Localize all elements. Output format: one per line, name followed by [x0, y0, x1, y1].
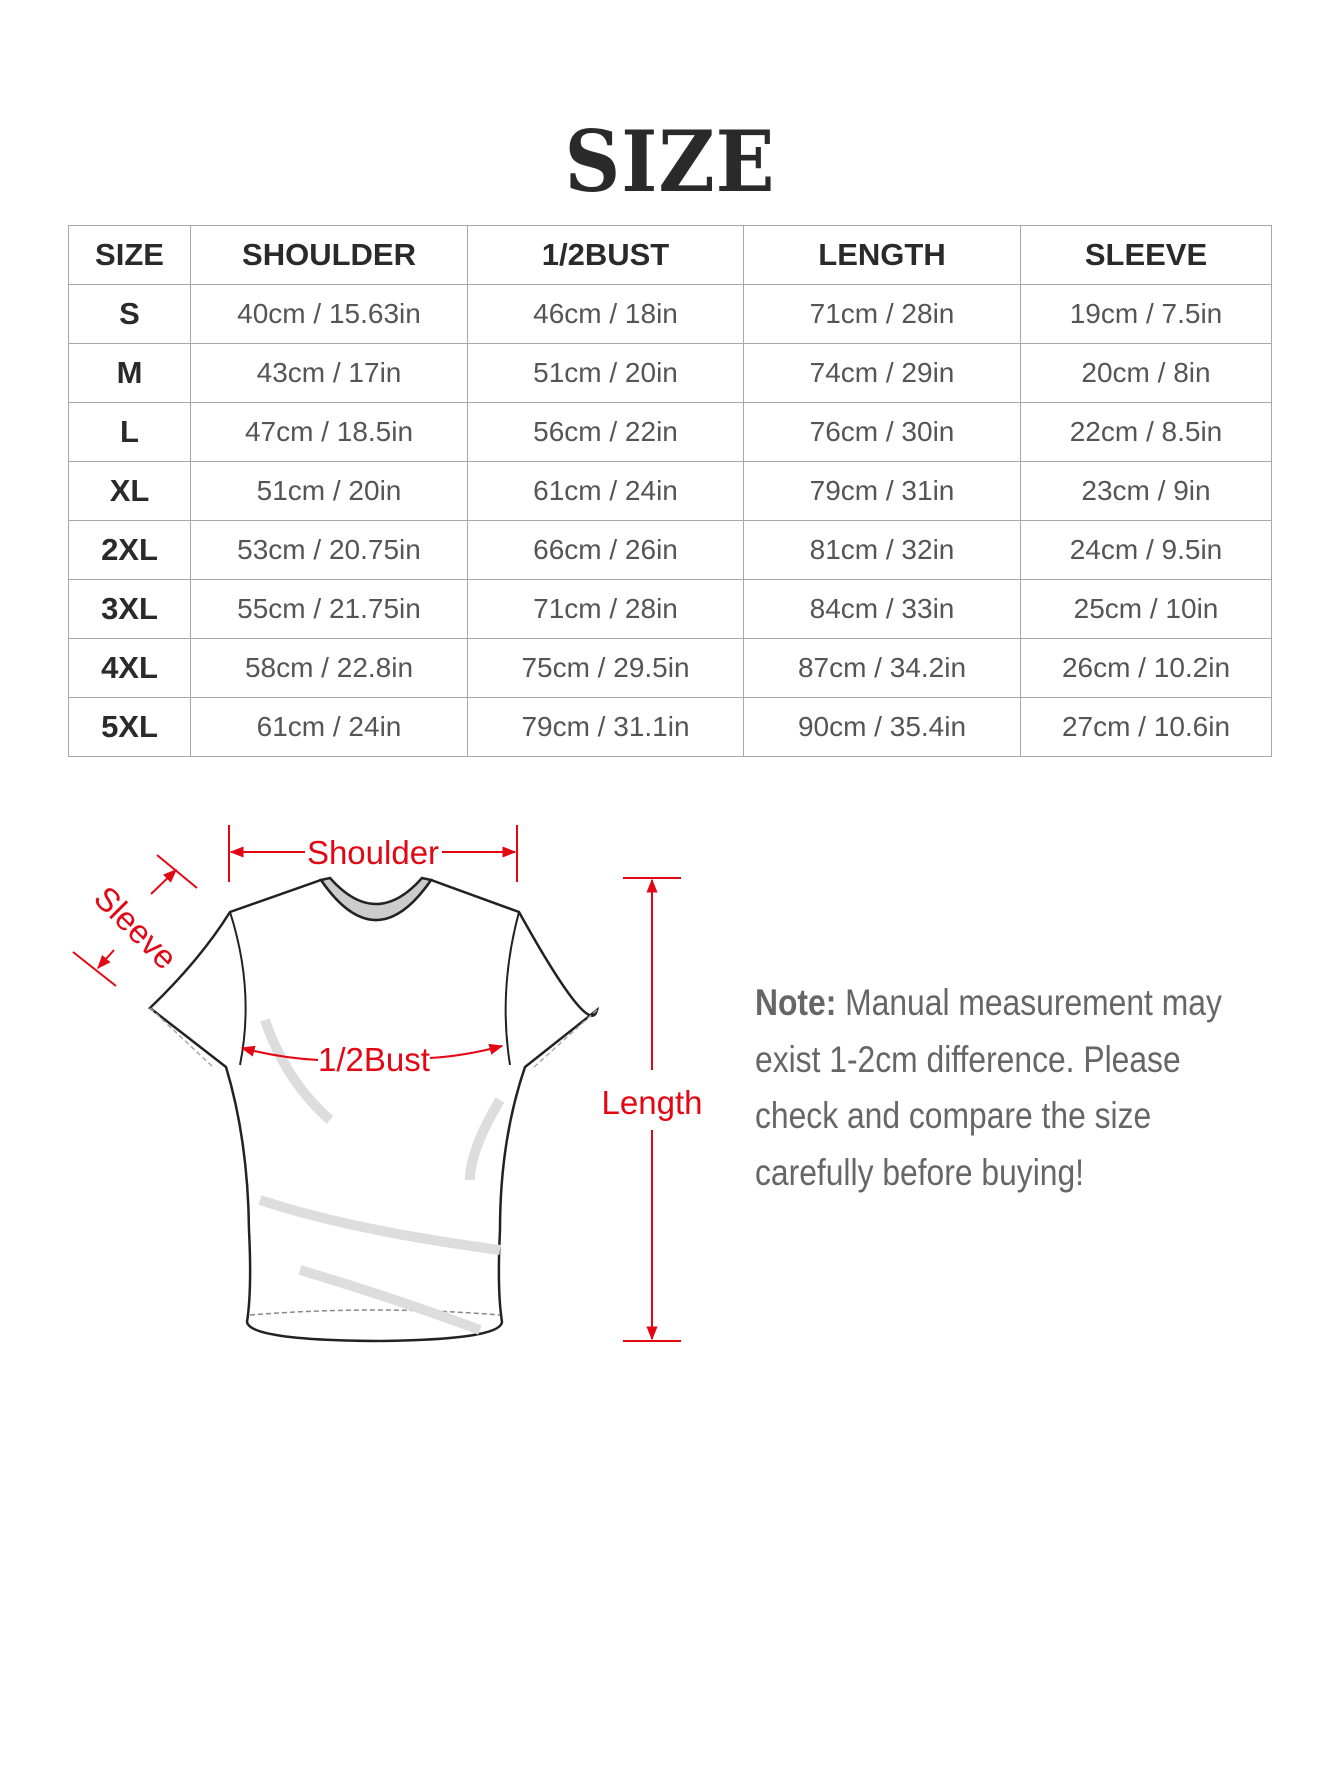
measurement-cell: 43cm / 17in — [190, 343, 468, 403]
shoulder-label: Shoulder — [307, 834, 439, 871]
bust-measure — [240, 1043, 504, 1061]
measurement-cell: 47cm / 18.5in — [190, 402, 468, 462]
note-line-3: check and compare the size — [755, 1095, 1152, 1136]
table-row: L 47cm / 18.5in 56cm / 22in 76cm / 30in 22cm… — [68, 402, 1272, 462]
note-text: Note: Manual measurement may exist 1-2cm… — [755, 975, 1237, 1201]
size-table: SIZE SHOULDER 1/2BUST LENGTH SLEEVE S 40c… — [68, 225, 1272, 757]
measurement-cell: 61cm / 24in — [190, 697, 468, 757]
measurement-cell: 51cm / 20in — [467, 343, 744, 403]
size-cell: S — [68, 284, 191, 344]
measurement-cell: 46cm / 18in — [467, 284, 744, 344]
note-line-2: exist 1-2cm difference. Please — [755, 1038, 1181, 1080]
sleeve-measure — [72, 854, 198, 987]
size-cell: 2XL — [68, 520, 191, 580]
note-label: Note: — [755, 982, 837, 1023]
tshirt-icon — [148, 876, 600, 1343]
measurement-cell: 90cm / 35.4in — [743, 697, 1021, 757]
measurement-cell: 81cm / 32in — [743, 520, 1021, 580]
measurement-cell: 27cm / 10.6in — [1020, 697, 1272, 757]
measurement-cell: 22cm / 8.5in — [1020, 402, 1272, 462]
measurement-cell: 23cm / 9in — [1020, 461, 1272, 521]
measurement-cell: 26cm / 10.2in — [1020, 638, 1272, 698]
measurement-cell: 79cm / 31.1in — [467, 697, 744, 757]
table-header-row: SIZE SHOULDER 1/2BUST LENGTH SLEEVE — [68, 225, 1272, 285]
table-row: M 43cm / 17in 51cm / 20in 74cm / 29in 20cm /… — [68, 343, 1272, 403]
table-row: S 40cm / 15.63in 46cm / 18in 71cm / 28in 19c… — [68, 284, 1272, 344]
measurement-cell: 24cm / 9.5in — [1020, 520, 1272, 580]
note-line: Note: Manual measurement may — [755, 975, 1237, 1032]
header-sleeve: SLEEVE — [1020, 225, 1272, 285]
header-length: LENGTH — [743, 225, 1021, 285]
measurement-cell: 58cm / 22.8in — [190, 638, 468, 698]
header-bust: 1/2BUST — [467, 225, 744, 285]
measurement-cell: 84cm / 33in — [743, 579, 1021, 639]
note-line-4: carefully before buying! — [755, 1151, 1085, 1193]
measurement-cell: 56cm / 22in — [467, 402, 744, 462]
measurement-cell: 66cm / 26in — [467, 520, 744, 580]
measurement-cell: 51cm / 20in — [190, 461, 468, 521]
measurement-cell: 20cm / 8in — [1020, 343, 1272, 403]
length-label: Length — [602, 1084, 703, 1121]
measurement-cell: 75cm / 29.5in — [467, 638, 744, 698]
shoulder-measure — [228, 825, 518, 882]
size-cell: 4XL — [68, 638, 191, 698]
note-line-1: Manual measurement may — [845, 982, 1222, 1023]
measurement-cell: 74cm / 29in — [743, 343, 1021, 403]
sleeve-label: Sleeve — [87, 879, 185, 977]
size-cell: 3XL — [68, 579, 191, 639]
measurement-cell: 61cm / 24in — [467, 461, 744, 521]
table-row: XL 51cm / 20in 61cm / 24in 79cm / 31in 23cm … — [68, 461, 1272, 521]
measurement-cell: 79cm / 31in — [743, 461, 1021, 521]
measurement-cell: 53cm / 20.75in — [190, 520, 468, 580]
measurement-cell: 76cm / 30in — [743, 402, 1021, 462]
bust-label: 1/2Bust — [318, 1041, 430, 1078]
size-cell: 5XL — [68, 697, 191, 757]
measurement-cell: 71cm / 28in — [467, 579, 744, 639]
measurement-cell: 55cm / 21.75in — [190, 579, 468, 639]
length-measure — [623, 877, 681, 1342]
page-title: SIZE — [564, 112, 776, 211]
table-row: 3XL 55cm / 21.75in 71cm / 28in 84cm / 33in 2… — [68, 579, 1272, 639]
size-cell: L — [68, 402, 191, 462]
measurement-cell: 19cm / 7.5in — [1020, 284, 1272, 344]
table-row: 2XL 53cm / 20.75in 66cm / 26in 81cm / 32in 2… — [68, 520, 1272, 580]
measurement-cell: 25cm / 10in — [1020, 579, 1272, 639]
size-cell: M — [68, 343, 191, 403]
header-size: SIZE — [68, 225, 191, 285]
table-row: 5XL 61cm / 24in 79cm / 31.1in 90cm / 35.4in… — [68, 697, 1272, 757]
measurement-cell: 40cm / 15.63in — [190, 284, 468, 344]
